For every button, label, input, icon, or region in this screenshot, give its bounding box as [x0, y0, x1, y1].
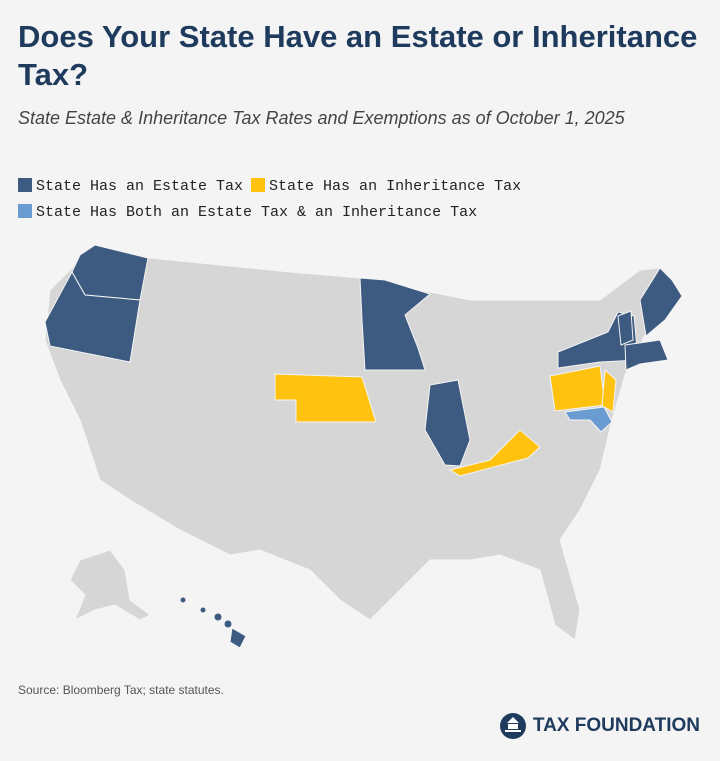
legend-label: State Has an Inheritance Tax: [269, 178, 522, 195]
minnesota: [359, 277, 432, 371]
legend: State Has an Estate Tax State Has an Inhe…: [18, 174, 708, 226]
legend-item: State Has Both an Estate Tax & an Inheri…: [18, 200, 477, 226]
illinois: [424, 379, 471, 467]
legend-label: State Has Both an Estate Tax & an Inheri…: [36, 204, 478, 221]
legend-label: State Has an Estate Tax: [36, 178, 244, 195]
map: [44, 244, 683, 649]
brand: TAX FOUNDATION: [499, 712, 700, 740]
legend-swatch: [18, 178, 32, 192]
alaska: [69, 549, 151, 622]
us-base: [44, 244, 669, 641]
title: Does Your State Have an Estate or Inheri…: [18, 19, 698, 92]
legend-swatch: [251, 178, 266, 192]
new-york: [557, 311, 639, 369]
us-outline: [44, 244, 669, 641]
new-jersey: [601, 368, 617, 413]
maryland: [564, 406, 613, 433]
brand-logo: [499, 713, 526, 739]
massachusetts-connecticut-rhode-island: [624, 339, 669, 371]
kentucky: [448, 429, 541, 477]
maine: [639, 267, 683, 337]
legend-swatch: [18, 204, 32, 218]
legend-item: State Has an Estate Tax: [18, 174, 243, 200]
oregon: [44, 270, 141, 363]
brand-name: TAX FOUNDATION: [532, 715, 700, 736]
vermont: [617, 310, 634, 346]
nebraska: [274, 373, 377, 423]
subtitle: State Estate & Inheritance Tax Rates and…: [18, 108, 625, 128]
legend-item: State Has an Inheritance Tax: [251, 174, 521, 200]
hawaii: [179, 596, 247, 649]
source: Source: Bloomberg Tax; state statutes.: [18, 683, 224, 697]
